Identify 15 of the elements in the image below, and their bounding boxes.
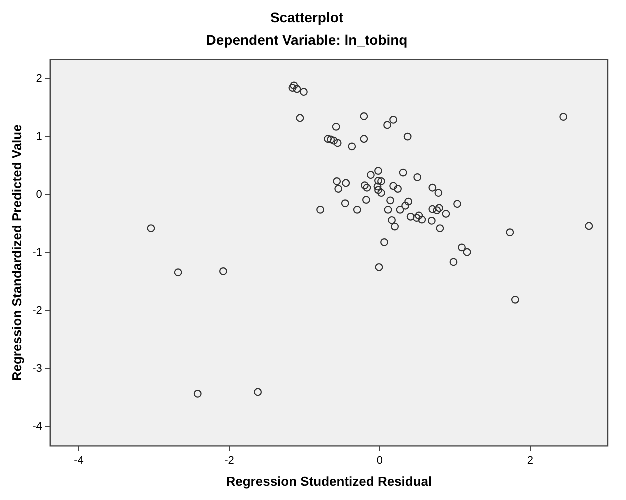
y-tick-label: -1 [32,246,42,259]
y-tick-label: 0 [36,188,42,201]
y-tick-label: -4 [32,421,42,434]
chart-title: Scatterplot [270,9,344,26]
chart-subtitle: Dependent Variable: ln_tobinq [206,32,408,48]
x-tick-label: 2 [527,454,534,467]
y-axis-title: Regression Standardized Predicted Value [9,124,24,382]
y-tick-label: 2 [36,72,42,85]
x-tick-label: -2 [224,454,234,467]
x-axis-title: Regression Studentized Residual [226,474,432,489]
y-tick-label: -2 [32,304,42,317]
y-tick-label: 1 [36,130,42,143]
x-tick-label: 0 [376,454,384,467]
y-tick-label: -3 [32,363,42,376]
x-tick-label: -4 [74,454,84,467]
